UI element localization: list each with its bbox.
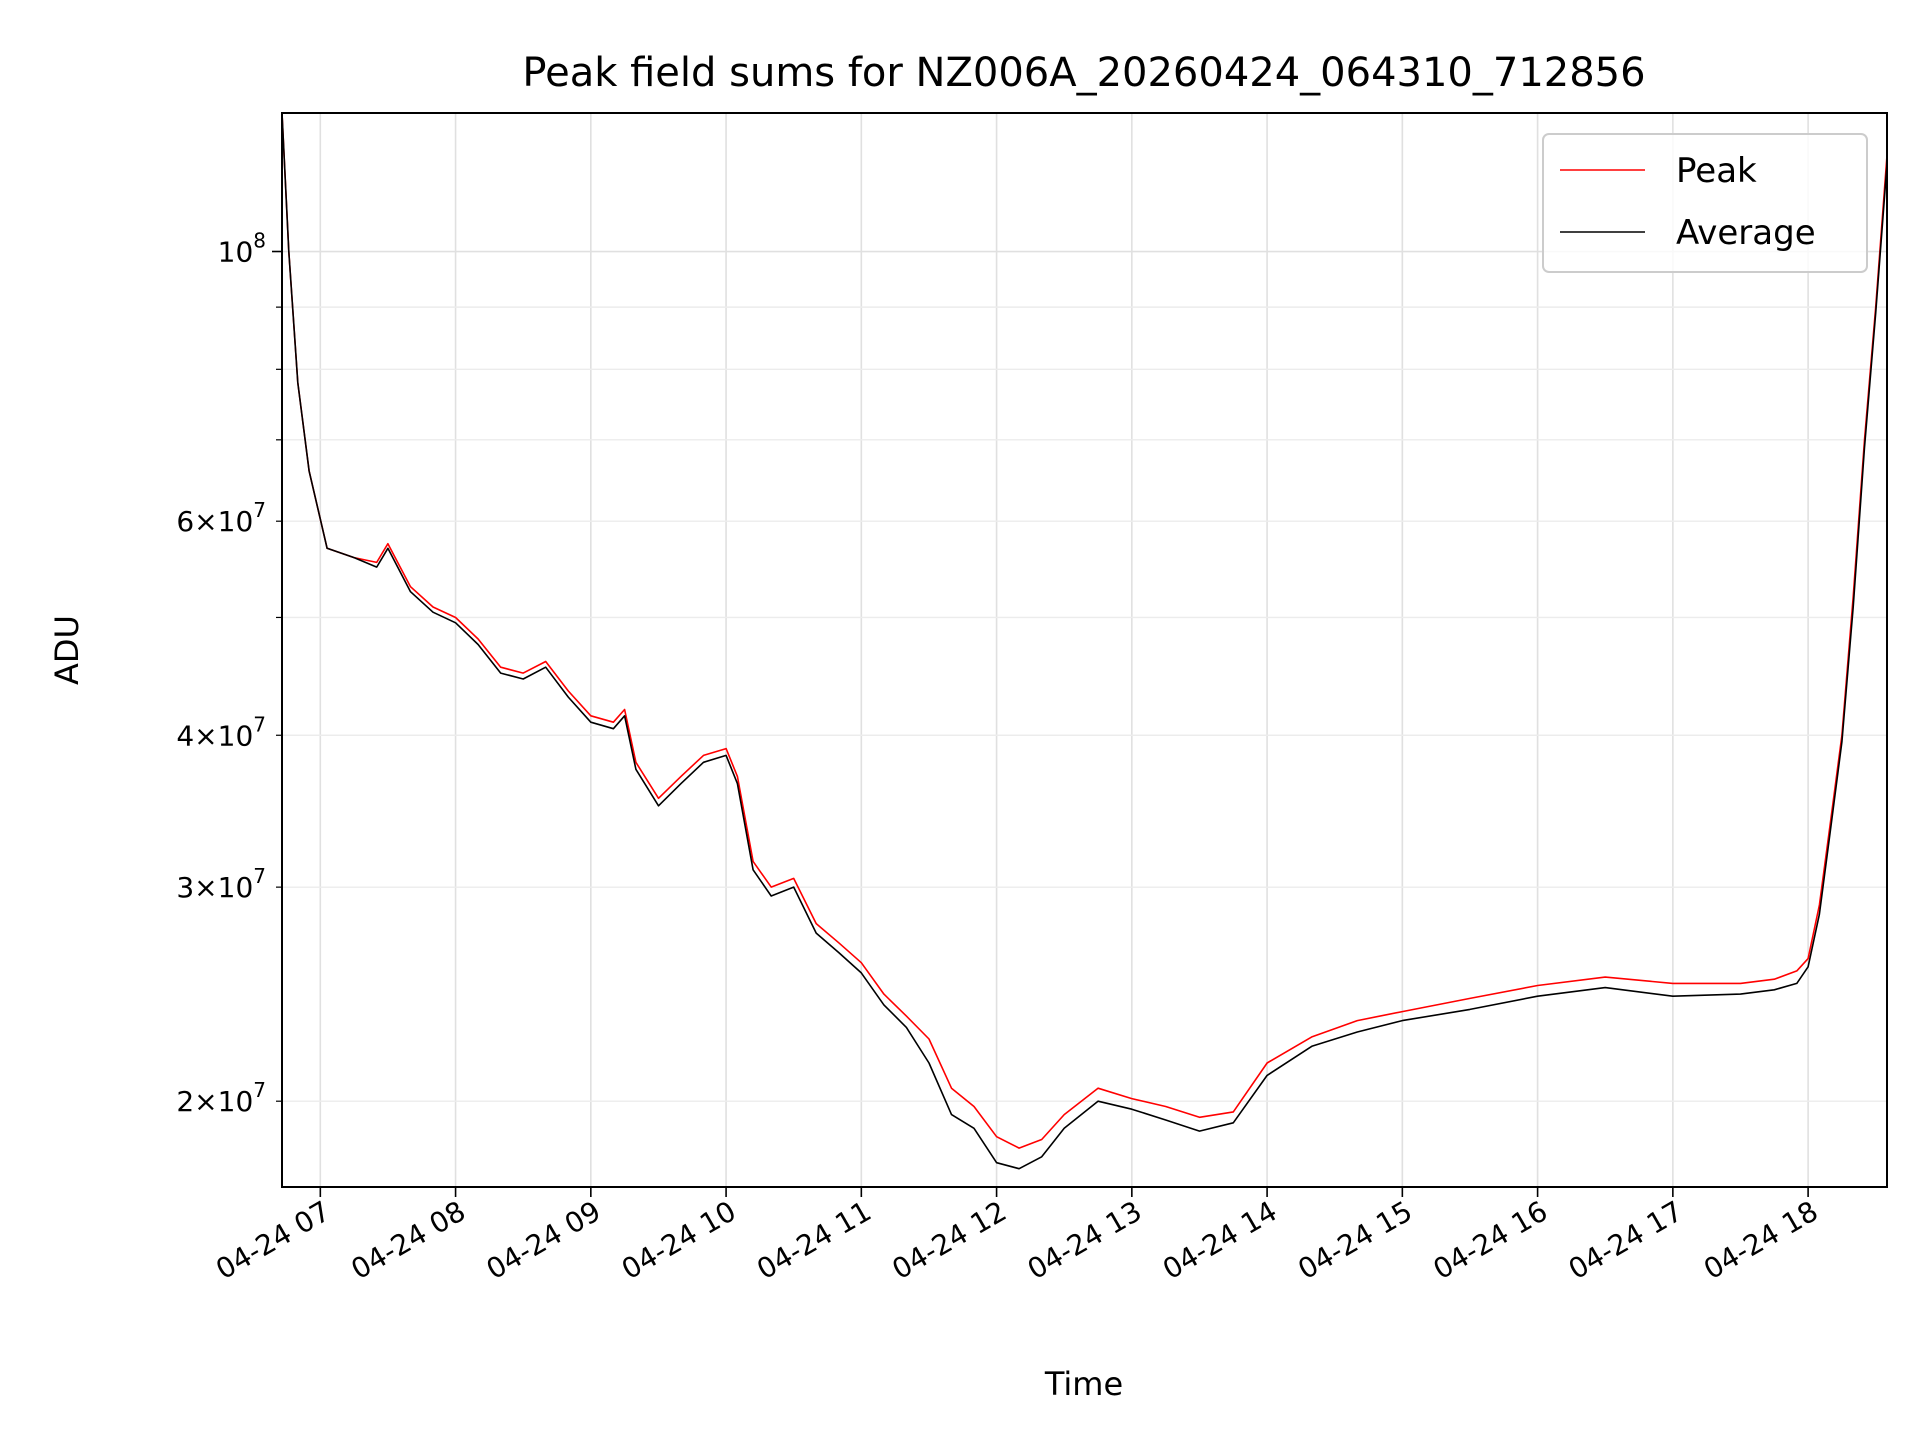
grid [282,113,1887,1187]
chart-title: Peak field sums for NZ006A_20260424_0643… [522,50,1645,96]
y-tick-times-sign: ×10 [194,719,253,752]
y-tick-exponent: 7 [253,864,266,888]
y-tick-mantissa: 3 [176,871,194,904]
y-tick-exponent: 7 [253,498,266,522]
y-tick-mantissa: 2 [176,1085,194,1118]
axes-frame [281,112,1888,1188]
y-tick-label: 4×107 [176,712,266,752]
y-tick-exponent: 7 [253,1078,266,1102]
y-axis-label: ADU [48,615,86,685]
series-line-peak [282,113,1887,1149]
legend: Peak Average [1542,133,1868,273]
series-line-average [282,113,1887,1170]
y-tick-label: 6×107 [176,498,266,538]
y-tick-times-sign: ×10 [194,1085,253,1118]
x-axis-label: Time [1044,1365,1123,1403]
y-tick-times-sign: ×10 [194,871,253,904]
y-tick-base: 10 [218,236,254,269]
legend-label-peak: Peak [1676,151,1757,191]
y-tick-exponent: 7 [253,712,266,736]
y-tick-times-sign: ×10 [194,505,253,538]
y-tick-exponent: 8 [253,229,266,253]
y-tick-label: 3×107 [176,864,266,904]
y-tick-label: 2×107 [176,1078,266,1118]
legend-label-average: Average [1676,213,1816,253]
y-tick-mantissa: 6 [176,505,194,538]
y-tick-label: 108 [218,229,266,269]
legend-frame [1542,133,1868,273]
plot-area [282,113,1887,1170]
y-tick-mantissa: 4 [176,719,194,752]
